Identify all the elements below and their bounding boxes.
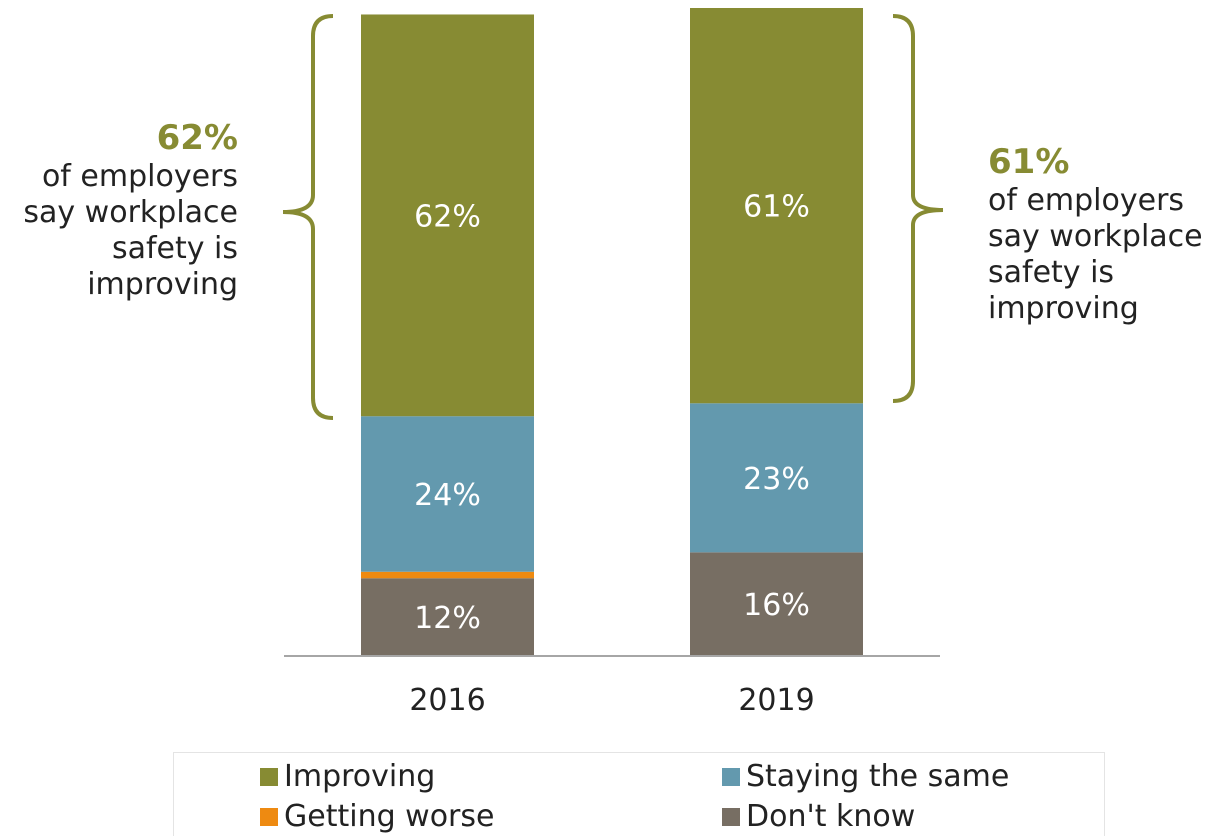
legend-label-improving: Improving — [284, 759, 436, 794]
brace-2016 — [282, 14, 334, 420]
callout-2016: 62% of employers say workplace safety is… — [0, 117, 238, 303]
legend-item-staying-the-same: Staying the same — [722, 759, 1009, 795]
data-label-don-t-know-2019: 16% — [743, 588, 810, 623]
data-label-staying-the-same-2019: 23% — [743, 462, 810, 497]
data-label-don-t-know-2016: 12% — [414, 601, 481, 636]
x-tick-label-2016: 2016 — [409, 683, 485, 718]
callout-2016-line-4: improving — [87, 267, 238, 302]
legend-swatch-getting-worse — [260, 808, 278, 826]
legend-label-staying-the-same: Staying the same — [746, 759, 1010, 794]
callout-2019-line-4: improving — [988, 291, 1139, 326]
legend-item-improving: Improving — [260, 759, 435, 795]
bar-improving-2016 — [361, 14, 534, 417]
callout-2016-line-2: say workplace — [23, 195, 238, 230]
callout-2019-percent: 61% — [988, 142, 1070, 182]
bar-getting-worse-2016 — [361, 571, 534, 579]
callout-2016-percent: 62% — [156, 118, 238, 158]
legend-swatch-dont-know — [722, 808, 740, 826]
legend-label-getting-worse: Getting worse — [284, 799, 495, 834]
callout-2019: 61% of employers say workplace safety is… — [988, 141, 1220, 327]
bar-improving-2019 — [690, 8, 863, 404]
bar-don-t-know-2019 — [690, 552, 863, 656]
legend-label-dont-know: Don't know — [746, 799, 916, 834]
legend-item-getting-worse: Getting worse — [260, 799, 494, 835]
callout-2019-line-3: safety is — [988, 255, 1115, 290]
data-label-improving-2019: 61% — [743, 190, 810, 225]
legend-swatch-staying-the-same — [722, 768, 740, 786]
brace-2019 — [892, 14, 944, 403]
data-label-staying-the-same-2016: 24% — [414, 478, 481, 513]
chart-legend: Improving Staying the same Getting worse… — [173, 752, 1105, 836]
callout-2016-line-1: of employers — [41, 159, 238, 194]
legend-swatch-improving — [260, 768, 278, 786]
callout-2019-line-2: say workplace — [988, 219, 1203, 254]
bar-staying-the-same-2019 — [690, 403, 863, 553]
data-label-improving-2016: 62% — [414, 199, 481, 234]
callout-2016-line-3: safety is — [111, 231, 238, 266]
callout-2019-line-1: of employers — [988, 183, 1185, 218]
x-tick-label-2019: 2019 — [738, 683, 814, 718]
bar-staying-the-same-2016 — [361, 416, 534, 572]
bar-don-t-know-2016 — [361, 578, 534, 656]
legend-item-dont-know: Don't know — [722, 799, 915, 835]
